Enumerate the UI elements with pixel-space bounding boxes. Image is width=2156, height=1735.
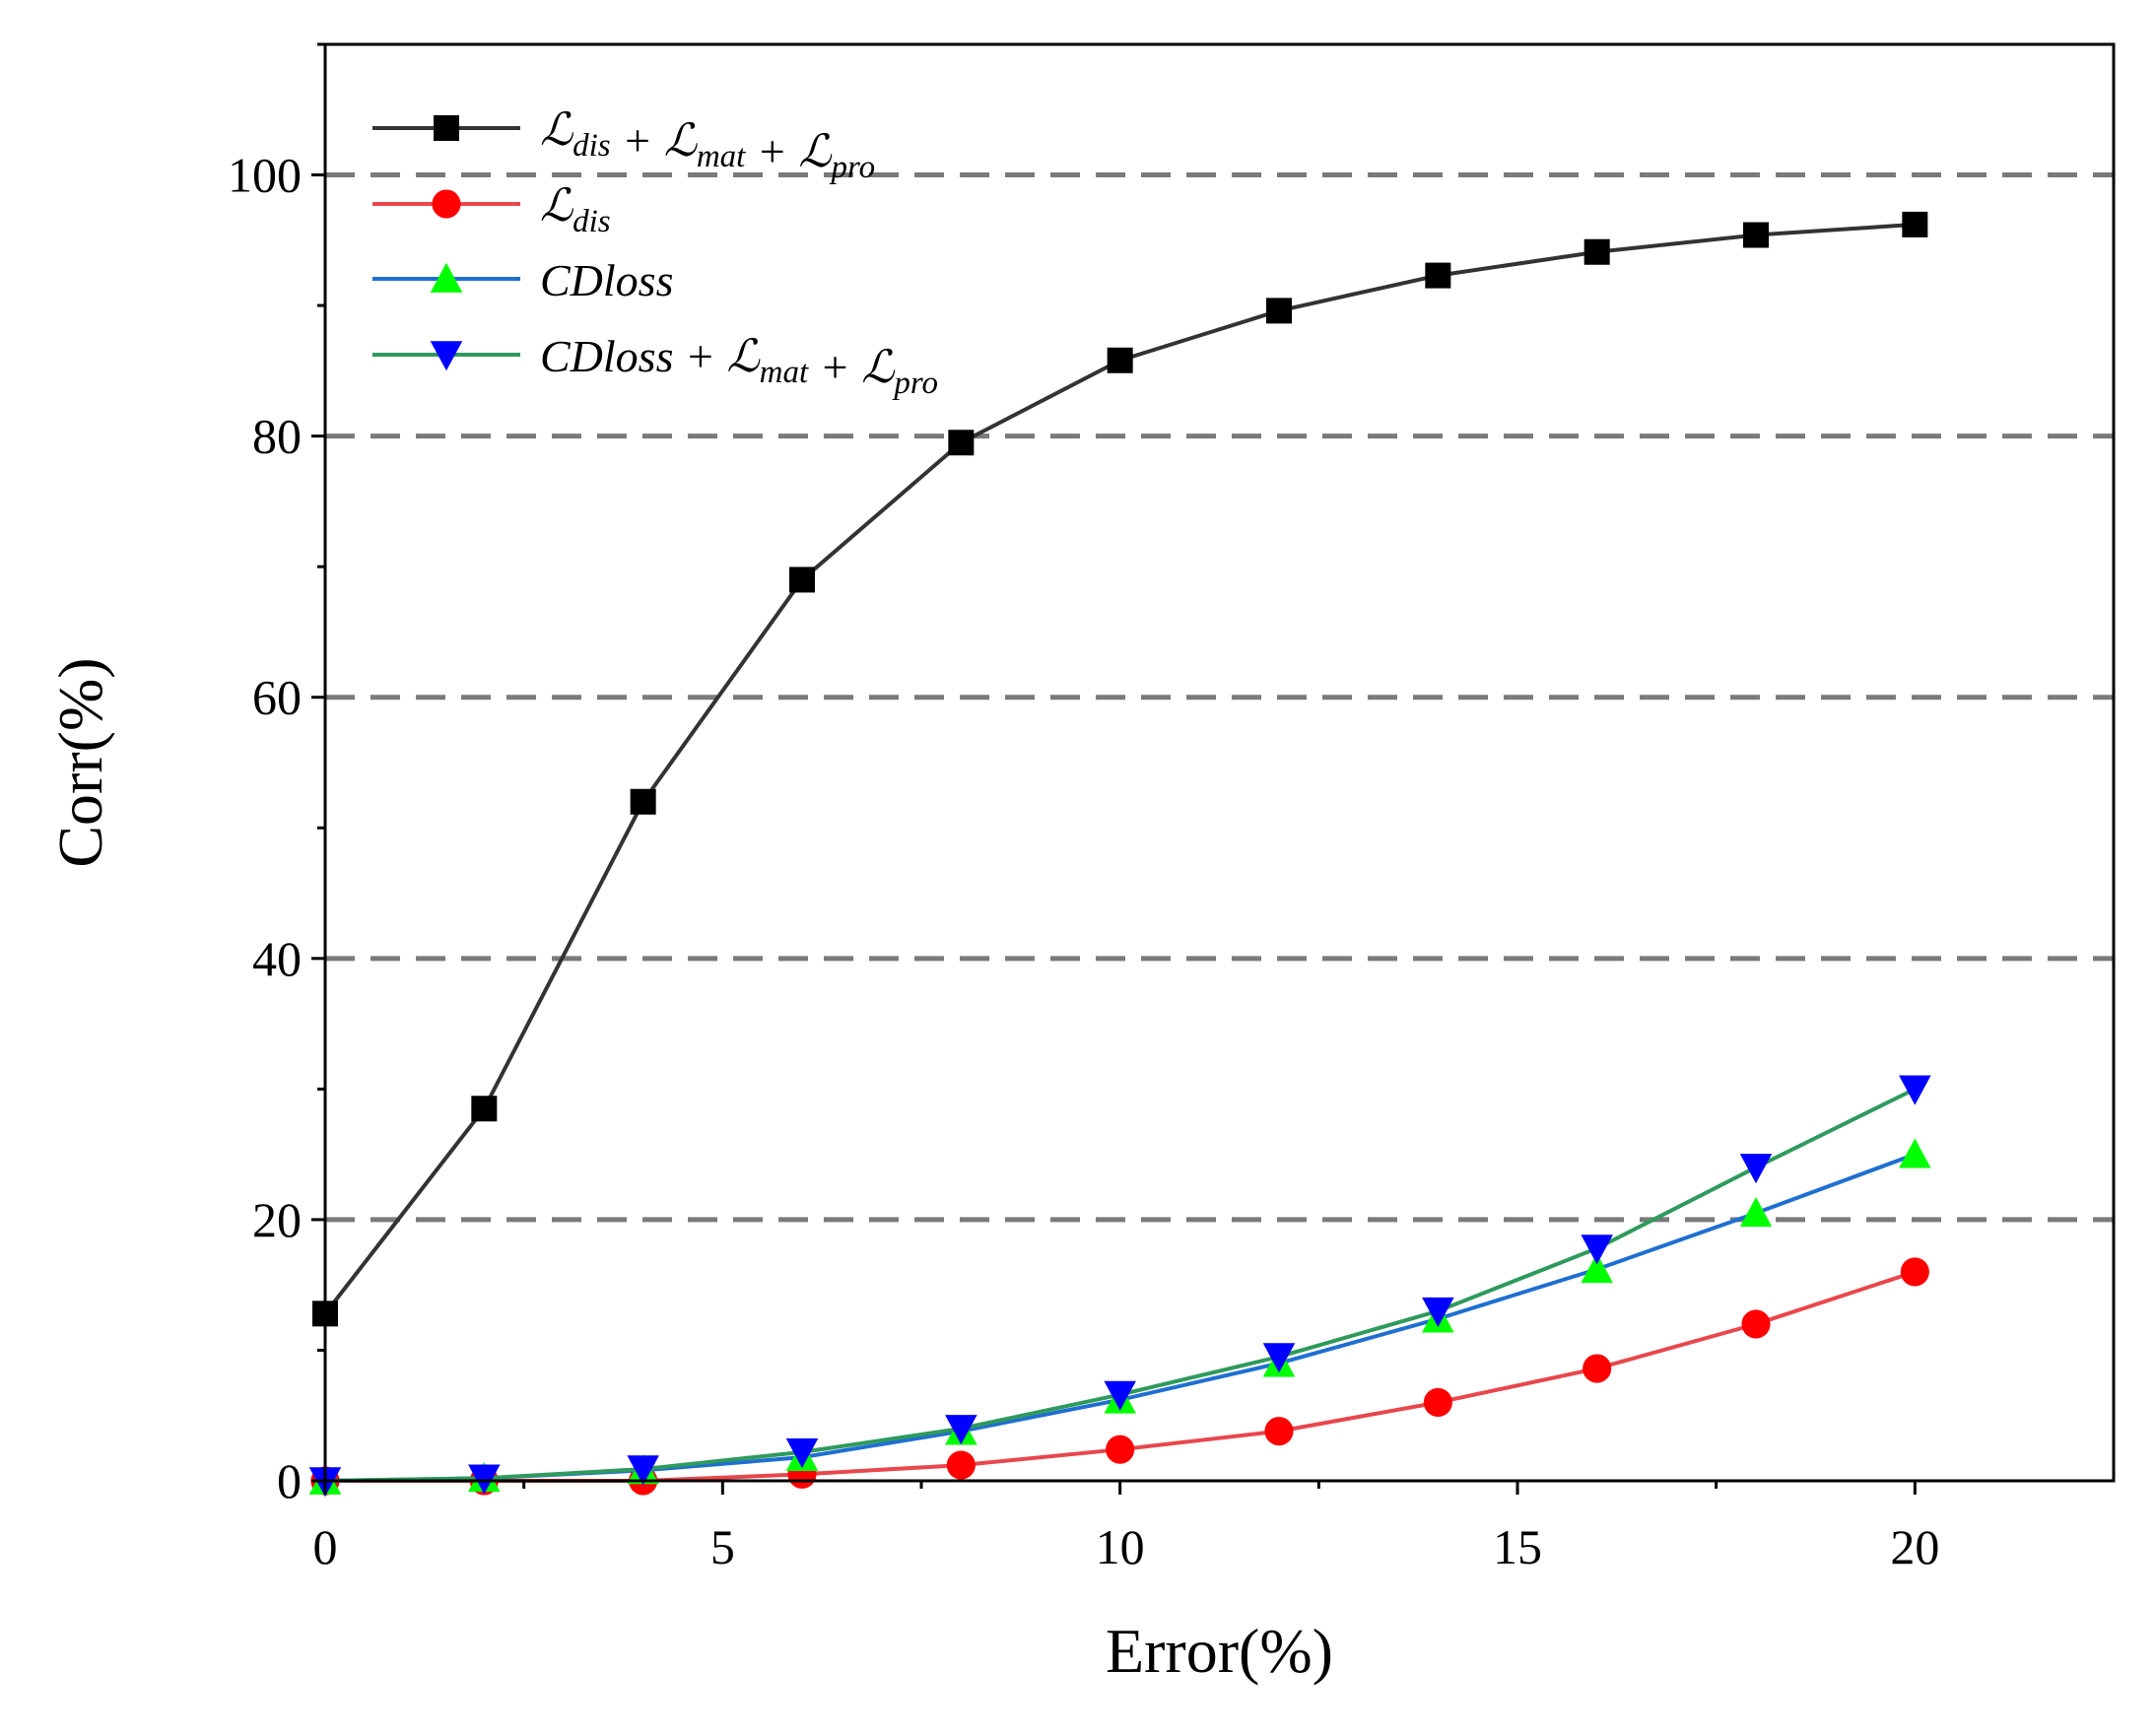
- legend-label-3: CDloss + ℒmat + ℒpro: [540, 331, 938, 401]
- legend-marker-0: [434, 115, 459, 141]
- series-layer: [308, 211, 1931, 1498]
- y-axis-label: Corr(%): [45, 657, 115, 867]
- data-point-0-3: [789, 567, 815, 593]
- data-point-3-6: [1262, 1343, 1296, 1373]
- data-point-3-2: [627, 1455, 659, 1486]
- x-tick-label: 20: [1890, 1519, 1939, 1574]
- data-point-3-9: [1739, 1154, 1773, 1184]
- data-point-0-2: [630, 788, 656, 815]
- plot-area-frame: [323, 42, 2116, 1483]
- legend-label-0: ℒdis + ℒmat + ℒpro: [540, 104, 875, 185]
- data-point-0-5: [1107, 347, 1133, 373]
- data-point-3-8: [1581, 1235, 1613, 1265]
- data-point-1-10: [1900, 1257, 1929, 1287]
- legend-marker-3: [430, 341, 463, 371]
- x-axis-label: Error(%): [1106, 1616, 1333, 1686]
- data-point-0-8: [1583, 238, 1610, 265]
- legend-marker-2: [430, 262, 463, 293]
- data-point-2-10: [1899, 1138, 1931, 1168]
- data-point-0-10: [1902, 211, 1928, 237]
- x-tick-label: 15: [1493, 1519, 1542, 1574]
- y-tick-label: 40: [252, 931, 302, 986]
- data-point-3-5: [1104, 1380, 1136, 1411]
- axes: 0 5 10 15 20 0 20 40 60 80 100: [228, 42, 1939, 1574]
- data-point-3-4: [945, 1415, 977, 1445]
- data-point-1-4: [946, 1450, 976, 1480]
- data-point-2-9: [1739, 1197, 1773, 1228]
- data-point-1-5: [1106, 1435, 1135, 1464]
- y-tick-label: 60: [252, 670, 302, 725]
- data-point-0-6: [1266, 298, 1292, 324]
- data-point-3-3: [785, 1438, 819, 1469]
- series-line-2: [324, 1152, 1917, 1483]
- data-point-0-9: [1743, 222, 1769, 248]
- y-tick-label: 0: [277, 1453, 302, 1508]
- legend-label-2: CDloss: [540, 255, 673, 305]
- series-0: [312, 211, 1928, 1327]
- data-point-1-9: [1741, 1309, 1771, 1339]
- data-point-1-7: [1423, 1387, 1452, 1418]
- x-tick-label: 10: [1096, 1519, 1145, 1574]
- series-line-0: [323, 222, 1916, 1315]
- data-point-3-10: [1899, 1075, 1931, 1105]
- gridlines: [325, 172, 2114, 1223]
- data-point-0-1: [471, 1096, 498, 1122]
- data-point-1-8: [1583, 1354, 1612, 1383]
- data-point-2-8: [1581, 1253, 1613, 1284]
- series-3: [308, 1075, 1931, 1498]
- series-1: [310, 1257, 1929, 1496]
- y-tick-label: 80: [252, 409, 302, 464]
- x-tick-label: 0: [313, 1519, 338, 1574]
- y-tick-label: 20: [252, 1192, 302, 1247]
- series-line-3: [324, 1087, 1917, 1483]
- data-point-0-7: [1425, 262, 1451, 289]
- legend-label-1: ℒdis: [540, 180, 611, 239]
- data-point-3-7: [1422, 1297, 1454, 1327]
- x-tick-label: 5: [710, 1519, 735, 1574]
- y-tick-label: 100: [228, 148, 302, 203]
- legend-marker-1: [432, 189, 461, 219]
- data-point-0-4: [948, 430, 975, 456]
- data-point-1-6: [1264, 1417, 1294, 1446]
